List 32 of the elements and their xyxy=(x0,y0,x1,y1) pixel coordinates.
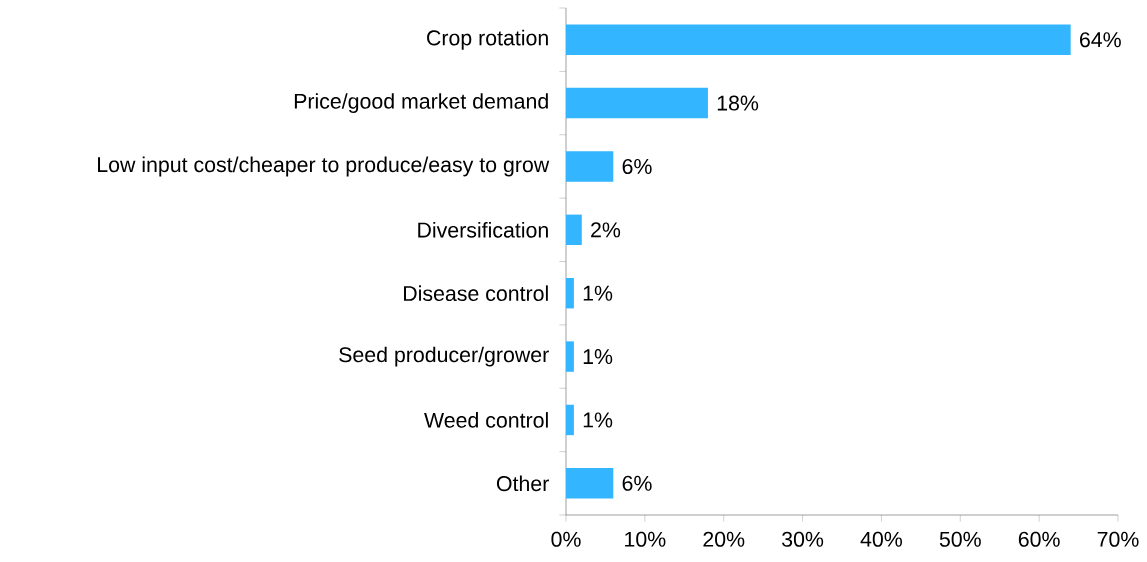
bar xyxy=(566,468,614,499)
data-label: 18% xyxy=(717,95,759,111)
x-tick-label: 60% xyxy=(1018,531,1060,547)
y-tick-label: Weed control xyxy=(424,412,548,428)
data-label: 64% xyxy=(1080,32,1121,48)
x-tick-label: 30% xyxy=(782,531,824,547)
x-tick-label: 10% xyxy=(625,531,666,547)
bar xyxy=(566,24,1071,55)
y-tick-label: Low input cost/cheaper to produce/easy to grow xyxy=(98,156,550,177)
data-label: 6% xyxy=(622,475,652,491)
y-tick-label: Seed producer/grower xyxy=(339,346,549,367)
bar xyxy=(566,151,614,182)
bar xyxy=(566,87,708,119)
x-tick-label: 0% xyxy=(551,531,581,547)
x-tick-label: 40% xyxy=(860,531,903,547)
data-label: 6% xyxy=(622,158,652,174)
data-label: 1% xyxy=(583,349,613,365)
bar xyxy=(566,214,582,246)
y-tick-label: Crop rotation xyxy=(427,29,548,50)
x-tick-label: 50% xyxy=(939,531,981,547)
y-tick-label: Diversification xyxy=(418,221,548,238)
x-tick-label: 20% xyxy=(703,531,745,547)
bar xyxy=(566,404,574,436)
data-label: 1% xyxy=(583,412,613,428)
bar xyxy=(566,341,574,372)
y-tick-label: Price/good market demand xyxy=(294,93,548,114)
x-tick-label: 70% xyxy=(1097,531,1139,547)
data-label: 1% xyxy=(583,285,613,301)
y-tick-label: Disease control xyxy=(404,285,548,302)
y-tick-label: Other xyxy=(496,475,549,492)
bar xyxy=(566,277,574,309)
data-label: 2% xyxy=(591,222,621,238)
